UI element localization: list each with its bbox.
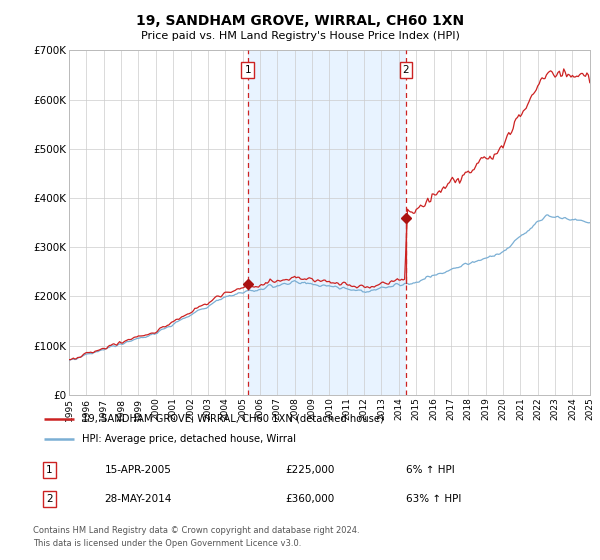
Text: Contains HM Land Registry data © Crown copyright and database right 2024.: Contains HM Land Registry data © Crown c… (33, 526, 359, 535)
Text: HPI: Average price, detached house, Wirral: HPI: Average price, detached house, Wirr… (82, 434, 296, 444)
Text: 1: 1 (46, 465, 53, 475)
Text: This data is licensed under the Open Government Licence v3.0.: This data is licensed under the Open Gov… (33, 539, 301, 548)
Text: Price paid vs. HM Land Registry's House Price Index (HPI): Price paid vs. HM Land Registry's House … (140, 31, 460, 41)
Text: 28-MAY-2014: 28-MAY-2014 (104, 494, 172, 504)
Text: 15-APR-2005: 15-APR-2005 (104, 465, 171, 475)
Text: 2: 2 (46, 494, 53, 504)
Text: £225,000: £225,000 (286, 465, 335, 475)
Text: 19, SANDHAM GROVE, WIRRAL, CH60 1XN (detached house): 19, SANDHAM GROVE, WIRRAL, CH60 1XN (det… (82, 414, 384, 424)
Text: 1: 1 (244, 65, 251, 75)
Text: £360,000: £360,000 (286, 494, 335, 504)
Bar (248, 50, 406, 395)
Text: 63% ↑ HPI: 63% ↑ HPI (406, 494, 461, 504)
Text: 2: 2 (403, 65, 409, 75)
Text: 19, SANDHAM GROVE, WIRRAL, CH60 1XN: 19, SANDHAM GROVE, WIRRAL, CH60 1XN (136, 14, 464, 28)
Text: 6% ↑ HPI: 6% ↑ HPI (406, 465, 455, 475)
